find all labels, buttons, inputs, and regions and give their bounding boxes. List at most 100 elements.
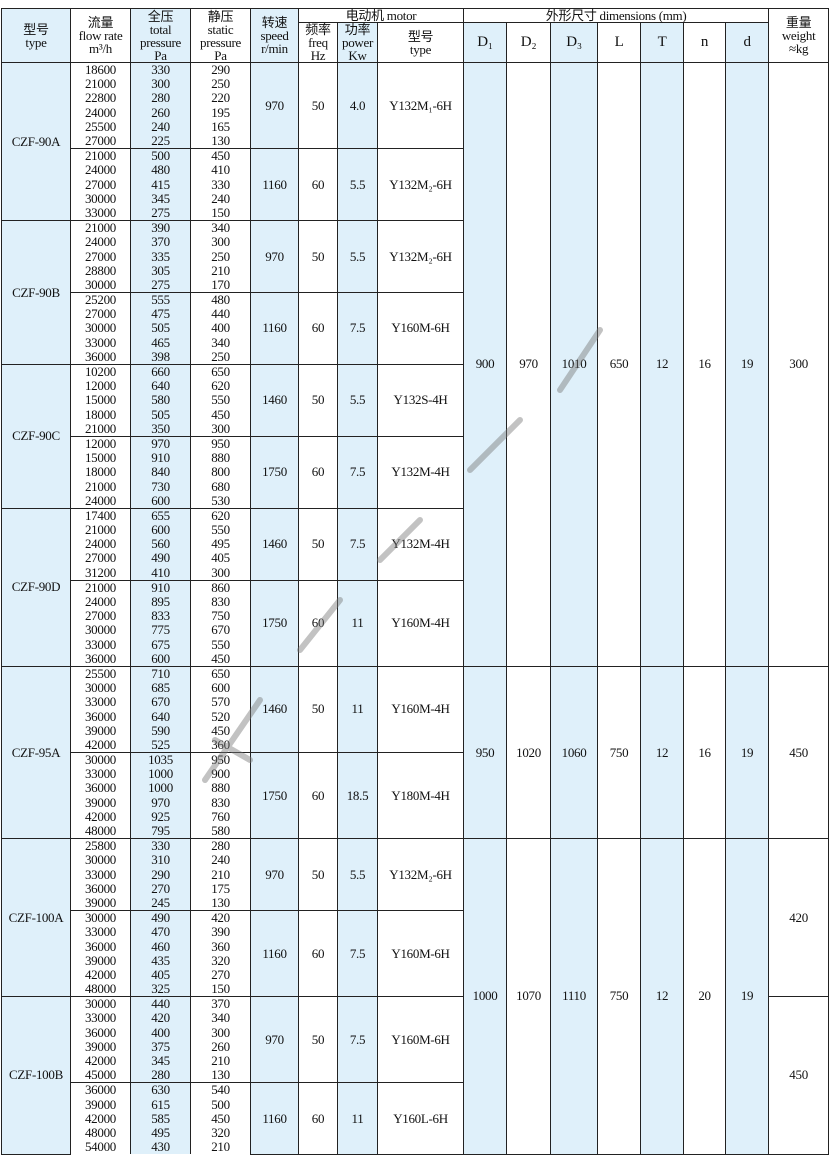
table-row: 15000 580 550 bbox=[2, 393, 829, 408]
total-pressure: 260 bbox=[130, 105, 191, 120]
static-pressure: 620 bbox=[190, 379, 251, 394]
frequency: 50 bbox=[298, 996, 338, 1084]
flow-rate: 42000 bbox=[70, 738, 131, 753]
total-pressure: 600 bbox=[130, 523, 191, 538]
flow-rate: 33000 bbox=[70, 695, 131, 710]
motor-type: Y160M-4H bbox=[376, 579, 465, 667]
flow-rate: 18000 bbox=[70, 407, 131, 422]
static-pressure: 170 bbox=[190, 278, 251, 293]
table-row: 21000 350 300 bbox=[2, 421, 829, 437]
table-row: CZF-90D 17400 655 620 1460 50 7.5 Y132M-4H bbox=[1, 507, 829, 667]
table-row: 30000 345 240 bbox=[2, 191, 829, 206]
flow-rate: 48000 bbox=[70, 982, 131, 997]
static-pressure: 195 bbox=[190, 105, 251, 120]
flow-rate: 21000 bbox=[70, 220, 131, 236]
flow-rate: 24000 bbox=[70, 163, 131, 178]
table-row: CZF-100A 25800 330 280 970 50 5.5 Y132M₂-6H 1000… bbox=[1, 838, 830, 1155]
fan-spec-table: 型号 type 流量 flow rate m³/h 全压 total pressure Pa 静压… bbox=[1, 8, 830, 1155]
table-row: 30000 505 400 bbox=[2, 321, 829, 336]
static-pressure: 165 bbox=[190, 119, 251, 134]
static-pressure: 450 bbox=[190, 148, 251, 164]
total-pressure: 675 bbox=[130, 637, 191, 652]
header-motor: 电动机 motor bbox=[297, 8, 465, 23]
flow-rate: 30000 bbox=[70, 278, 131, 293]
motor-type: Y132M₂-6H bbox=[376, 148, 465, 222]
static-pressure: 210 bbox=[190, 263, 251, 278]
flow-rate: 25800 bbox=[70, 838, 131, 854]
table-row: 39000 615 500 bbox=[2, 1097, 829, 1112]
static-pressure: 210 bbox=[190, 1053, 251, 1069]
table-row: 22800 280 220 bbox=[2, 91, 829, 106]
flow-rate: 36000 bbox=[70, 881, 131, 896]
static-pressure: 360 bbox=[190, 939, 251, 954]
total-pressure: 970 bbox=[130, 795, 191, 810]
table-row: 24000 370 300 bbox=[2, 235, 829, 250]
motor-type: Y132M-4H bbox=[376, 507, 465, 581]
table-row: 24000 480 410 bbox=[2, 163, 829, 178]
model-type: CZF-95A bbox=[1, 665, 71, 840]
header-static-pressure: 静压 static pressure Pa bbox=[190, 8, 251, 63]
static-pressure: 580 bbox=[190, 824, 251, 839]
total-pressure: 280 bbox=[130, 91, 191, 106]
total-pressure: 410 bbox=[130, 565, 191, 581]
total-pressure: 1000 bbox=[130, 781, 191, 796]
power: 7.5 bbox=[337, 910, 378, 998]
static-pressure: 320 bbox=[190, 1125, 251, 1141]
table-row: 28800 305 210 bbox=[2, 263, 829, 278]
table-row: 31200 410 300 bbox=[2, 565, 829, 581]
flow-rate: 25500 bbox=[70, 665, 131, 682]
table-row: 33000 1000 900 bbox=[2, 767, 829, 782]
table-row: 39000 970 830 bbox=[2, 795, 829, 810]
table-row: 33000 420 340 bbox=[2, 1011, 829, 1026]
speed: 1160 bbox=[250, 910, 299, 998]
total-pressure: 795 bbox=[130, 824, 191, 839]
total-pressure: 525 bbox=[130, 738, 191, 753]
table-row: CZF-90A 18600 330 290 970 50 4.0 Y132M₁-6H 900 97… bbox=[1, 61, 830, 667]
total-pressure: 710 bbox=[130, 665, 191, 682]
total-pressure: 460 bbox=[130, 939, 191, 954]
flow-rate: 21000 bbox=[70, 421, 131, 437]
table-row: 27000 490 405 bbox=[2, 551, 829, 566]
dimension-n: 16 bbox=[683, 665, 727, 840]
header-dim-2: D₃ bbox=[550, 22, 599, 63]
power: 5.5 bbox=[337, 220, 378, 293]
table-header: 型号 type 流量 flow rate m³/h 全压 total pressure Pa 静压… bbox=[1, 8, 830, 63]
flow-rate: 28800 bbox=[70, 263, 131, 278]
model-type: CZF-90B bbox=[1, 220, 71, 365]
table-row: 21000 730 680 bbox=[2, 479, 829, 494]
flow-rate: 24000 bbox=[70, 105, 131, 120]
static-pressure: 250 bbox=[190, 77, 251, 92]
table-row: CZF-95A 25500 710 650 1460 50 11 Y160M-4H 950 102… bbox=[1, 665, 830, 840]
flow-rate: 27000 bbox=[70, 307, 131, 322]
table-row: 42000 925 760 bbox=[2, 809, 829, 824]
flow-rate: 27000 bbox=[70, 134, 131, 149]
flow-rate: 31200 bbox=[70, 565, 131, 581]
static-pressure: 210 bbox=[190, 1140, 251, 1155]
flow-rate: 36000 bbox=[70, 781, 131, 796]
flow-rate: 21000 bbox=[70, 479, 131, 494]
speed: 1160 bbox=[250, 1082, 299, 1155]
table-row: 30000 1035 950 1750 60 18.5 Y180M-4H bbox=[2, 751, 829, 840]
total-pressure: 833 bbox=[130, 609, 191, 624]
table-row: 27000 225 130 bbox=[2, 134, 829, 149]
total-pressure: 405 bbox=[130, 967, 191, 982]
table-row: 48000 795 580 bbox=[2, 824, 829, 839]
static-pressure: 390 bbox=[190, 925, 251, 940]
model-type: CZF-90A bbox=[1, 61, 71, 222]
total-pressure: 305 bbox=[130, 263, 191, 278]
motor-type: Y160M-6H bbox=[376, 910, 465, 998]
frequency: 60 bbox=[298, 435, 338, 509]
static-pressure: 240 bbox=[190, 853, 251, 868]
flow-rate: 30000 bbox=[70, 191, 131, 206]
static-pressure: 670 bbox=[190, 623, 251, 638]
total-pressure: 390 bbox=[130, 220, 191, 236]
table-row: 27000 415 330 bbox=[2, 177, 829, 192]
table-row: 39000 245 130 bbox=[2, 896, 829, 911]
flow-rate: 36000 bbox=[70, 709, 131, 724]
dimension-d₃: 1110 bbox=[550, 838, 599, 1155]
total-pressure: 375 bbox=[130, 1039, 191, 1054]
motor-type: Y160M-6H bbox=[376, 996, 465, 1084]
flow-rate: 36000 bbox=[70, 1082, 131, 1098]
total-pressure: 280 bbox=[130, 1068, 191, 1083]
static-pressure: 400 bbox=[190, 321, 251, 336]
